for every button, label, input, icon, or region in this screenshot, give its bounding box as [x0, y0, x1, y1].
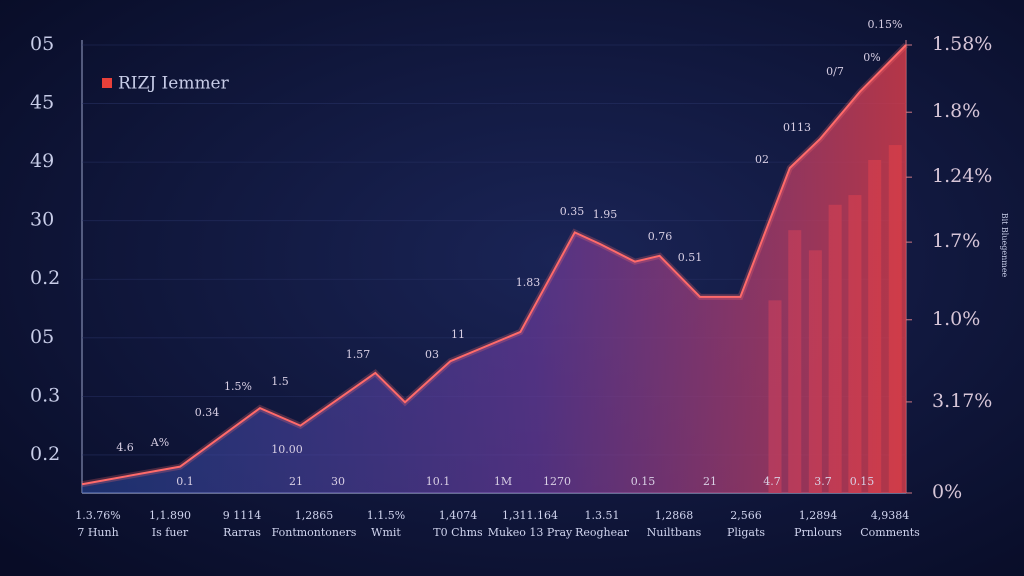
x-tick-label: Comments	[860, 526, 920, 539]
annotation: A%	[150, 436, 169, 449]
y-tick-label: 45	[30, 92, 54, 114]
x-tick-value: 1,311.164	[502, 509, 558, 522]
annotation: 0.15%	[868, 18, 903, 31]
annotation: 0.1	[176, 475, 194, 488]
y-tick-label: 05	[30, 33, 54, 55]
x-tick-value: 1,1.890	[149, 509, 191, 522]
x-tick-value: 4,9384	[871, 509, 910, 522]
annotation: 1.95	[593, 208, 618, 221]
area	[82, 45, 906, 493]
x-tick-value: 1,4074	[439, 509, 478, 522]
legend-swatch	[102, 78, 112, 88]
x-tick-label: Wmit	[371, 526, 401, 539]
annotation: 30	[331, 475, 345, 488]
annotation: 0.15	[850, 475, 875, 488]
x-tick-value: 1.3.51	[585, 509, 620, 522]
annotation: 0.76	[648, 230, 673, 243]
annotation: 3.7	[814, 475, 832, 488]
annotation: 1.57	[346, 348, 371, 361]
annotation: 4.7	[763, 475, 781, 488]
y2-tick-label: 3.17%	[932, 390, 992, 412]
annotation: 1.83	[516, 276, 541, 289]
annotation: 0.15	[631, 475, 656, 488]
annotation: 03	[425, 348, 439, 361]
x-tick-label: Mukeo 13 Pray	[488, 526, 573, 539]
y-tick-label: 0.3	[30, 384, 60, 406]
annotation: 10.1	[426, 475, 451, 488]
annotation: 1M	[494, 475, 512, 488]
y2-tick-label: 0%	[932, 481, 962, 503]
x-tick-value: 1,2865	[295, 509, 334, 522]
y-tick-label: 05	[30, 326, 54, 348]
x-tick-label: Pligats	[727, 526, 765, 539]
annotation: 10.00	[271, 443, 303, 456]
x-tick-value: 1.1.5%	[367, 509, 405, 522]
x-tick-label: T0 Chms	[433, 526, 483, 539]
x-tick-value: 9 1114	[223, 509, 262, 522]
y2-tick-label: 1.0%	[932, 308, 980, 330]
x-tick-label: Is fuer	[152, 526, 189, 539]
x-tick-label: Reoghear	[575, 526, 630, 539]
annotation: 11	[451, 328, 465, 341]
line	[81, 44, 907, 486]
x-tick-value: 1,2894	[799, 509, 838, 522]
legend-label: RIZJ Iemmer	[118, 74, 230, 94]
side-label: Bit Bluegenmee	[1000, 213, 1009, 278]
annotation: 4.6	[116, 441, 134, 454]
annotation: 0113	[783, 121, 811, 134]
annotation: 0/7	[826, 65, 844, 78]
x-tick-label: Rarras	[223, 526, 261, 539]
x-tick-label: 7 Hunh	[77, 526, 118, 539]
y2-tick-label: 1.8%	[932, 100, 980, 122]
y2-tick-label: 1.24%	[932, 165, 992, 187]
y-tick-label: 0.2	[30, 267, 60, 289]
y-tick-label: 49	[30, 150, 54, 172]
annotation: 0%	[863, 51, 880, 64]
y2-tick-label: 1.58%	[932, 33, 992, 55]
x-tick-label: Nuiltbans	[647, 526, 702, 539]
x-tick-label: Fontmontoners	[272, 526, 357, 539]
y-tick-label: 30	[30, 209, 54, 231]
x-tick-value: 2,566	[730, 509, 762, 522]
x-tick-label: Prnlours	[794, 526, 842, 539]
x-tick-value: 1,2868	[655, 509, 694, 522]
annotation: 0.51	[678, 251, 703, 264]
annotation: 0.35	[560, 205, 585, 218]
x-tick-value: 1.3.76%	[75, 509, 120, 522]
annotation: 21	[289, 475, 303, 488]
annotation: 02	[755, 153, 769, 166]
y2-tick-label: 1.7%	[932, 230, 980, 252]
y-tick-label: 0.2	[30, 443, 60, 465]
annotation: 1.5%	[224, 380, 252, 393]
annotation: 21	[703, 475, 717, 488]
annotation: 1270	[543, 475, 571, 488]
annotation: 1.5	[271, 375, 289, 388]
annotation: 0.34	[195, 406, 220, 419]
